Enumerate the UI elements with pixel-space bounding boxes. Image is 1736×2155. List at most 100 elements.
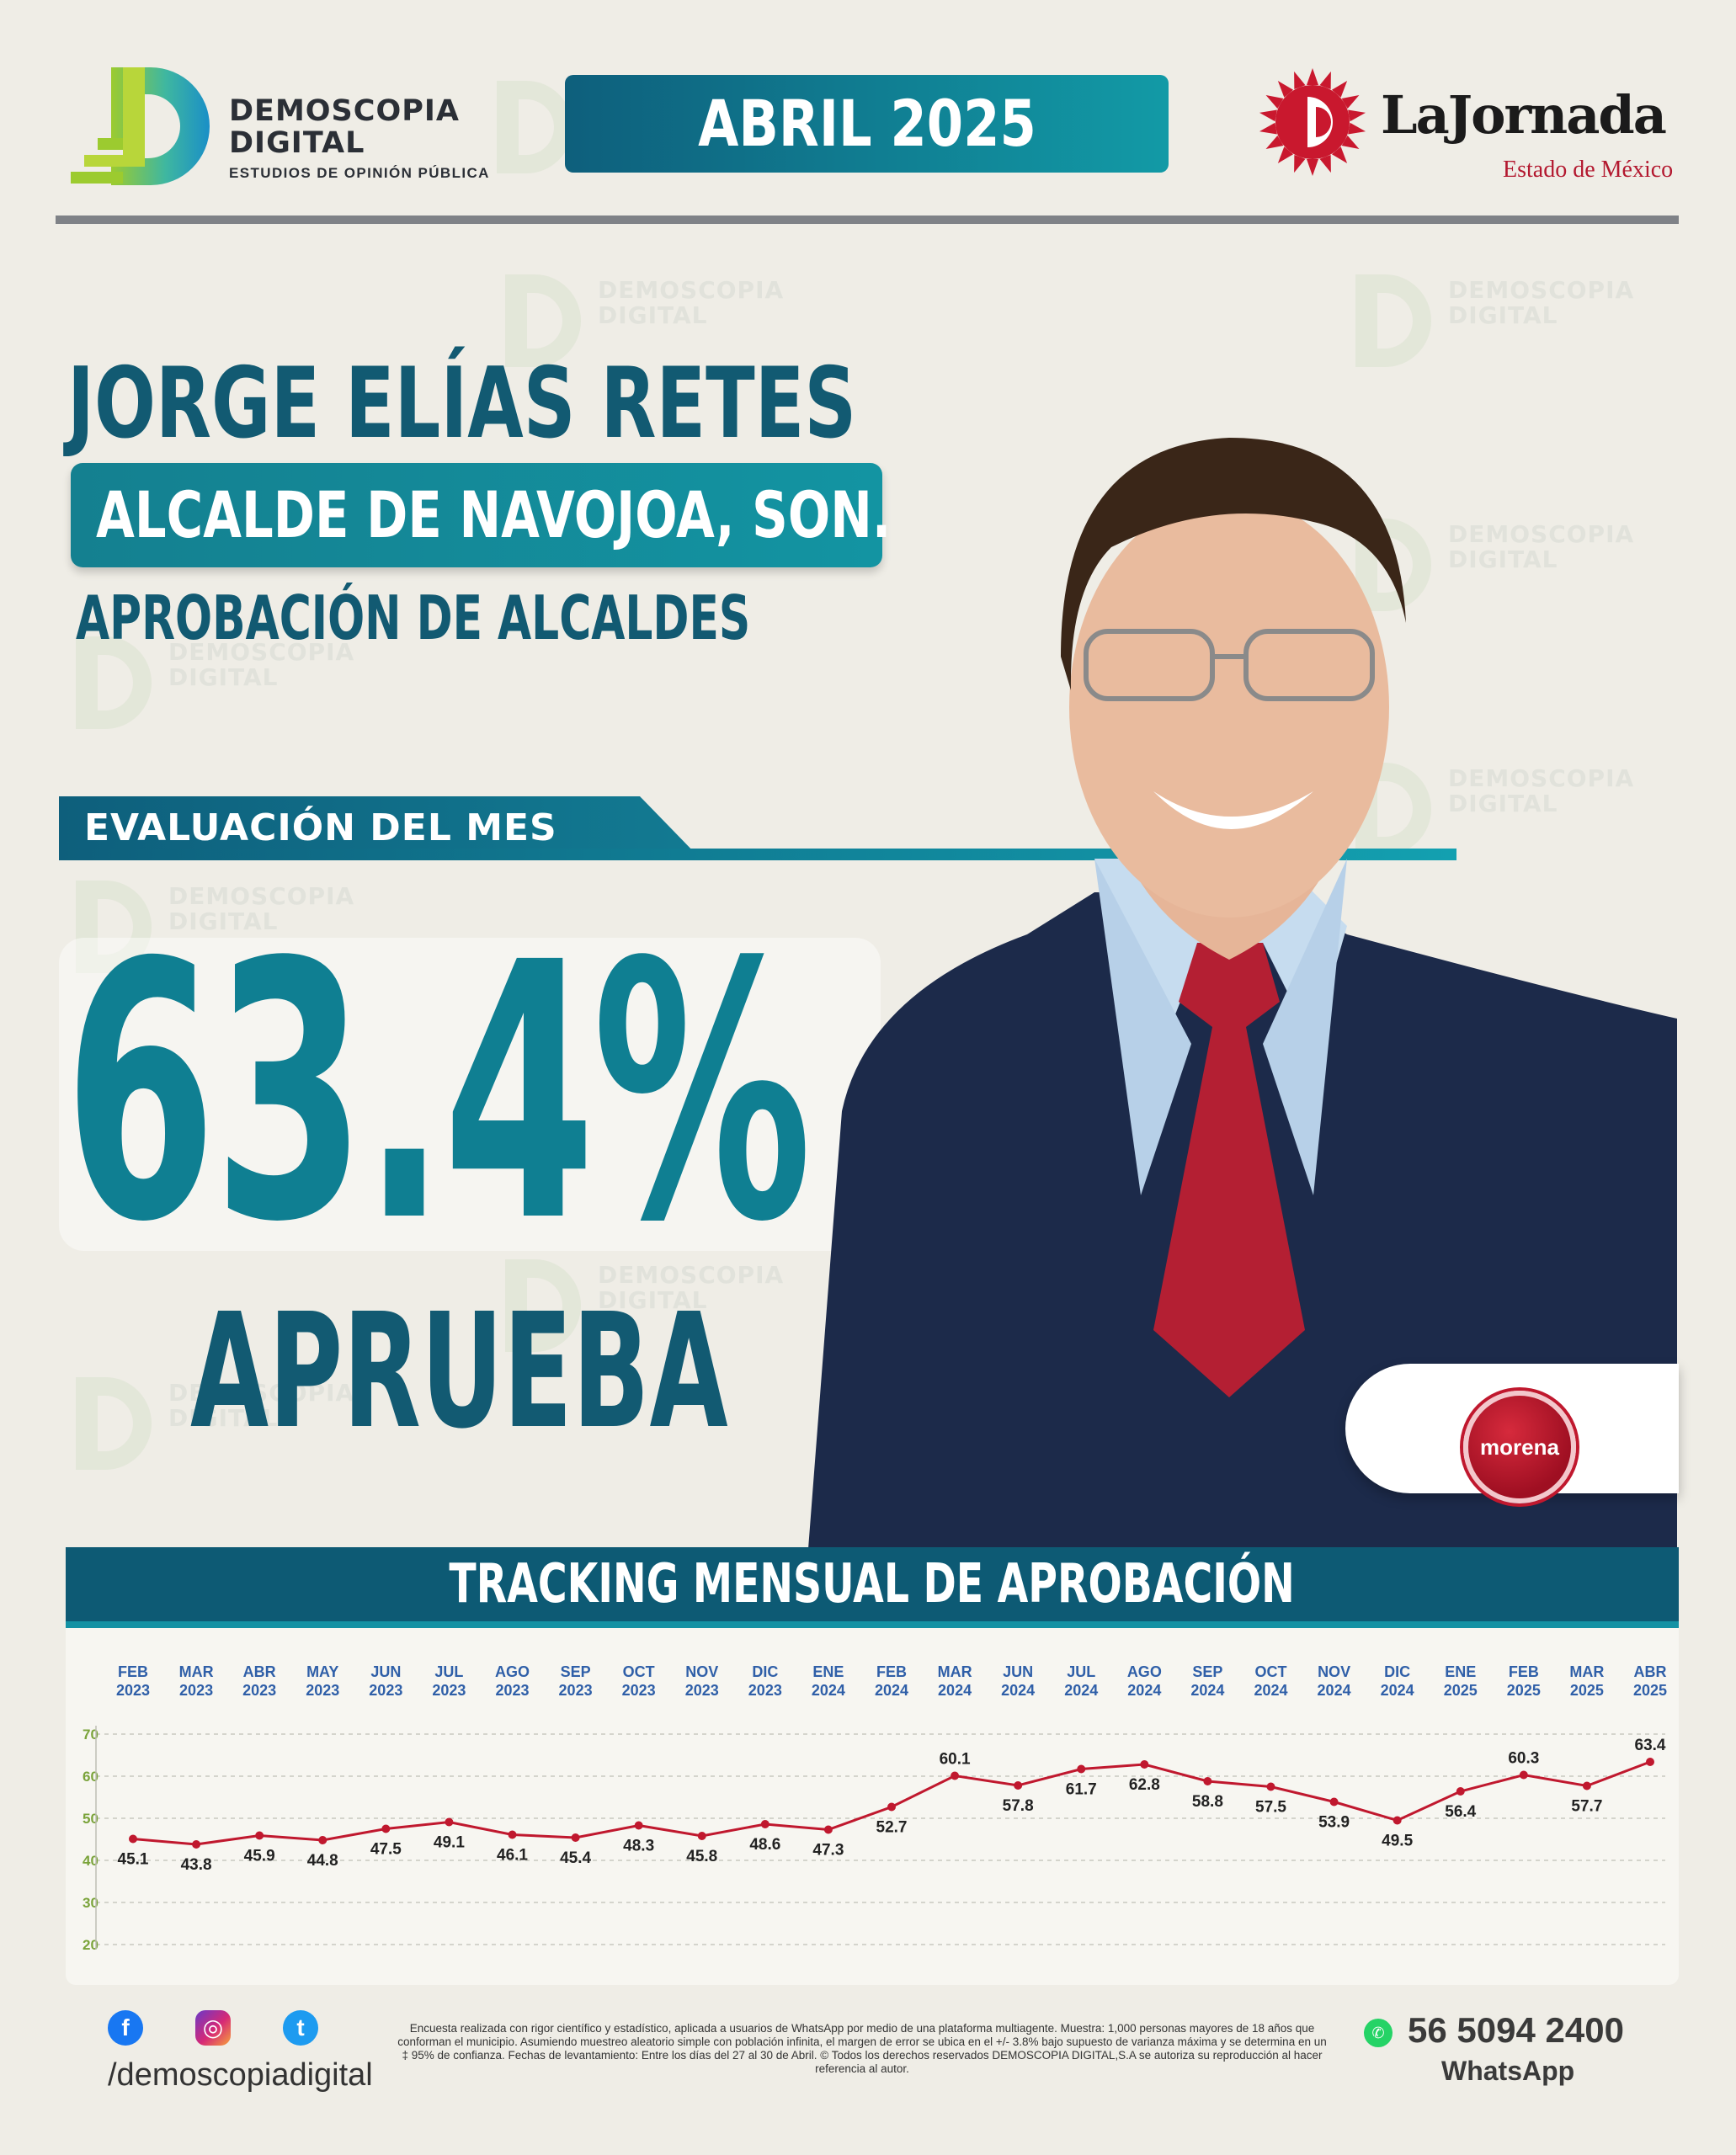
data-label: 49.5 — [1382, 1833, 1413, 1850]
eval-divider — [59, 849, 1456, 860]
data-point — [1582, 1781, 1591, 1791]
header-divider — [56, 216, 1679, 224]
y-tick-label: 40 — [83, 1853, 99, 1869]
data-label: 58.8 — [1192, 1793, 1223, 1811]
x-month-label: ABR — [1634, 1663, 1667, 1680]
data-point — [634, 1821, 643, 1830]
data-label: 46.1 — [497, 1847, 528, 1865]
data-point — [1519, 1770, 1528, 1780]
eval-tab-shape — [59, 796, 699, 857]
pollster-logo-icon — [71, 67, 210, 185]
whatsapp-icon[interactable]: ✆ — [1364, 2019, 1393, 2047]
data-point — [760, 1820, 769, 1828]
data-point — [508, 1830, 517, 1839]
x-month-label: MAR — [938, 1663, 972, 1680]
data-label: 47.5 — [370, 1841, 402, 1859]
eval-label: EVALUACIÓN DEL MES — [84, 806, 557, 849]
data-label: 56.4 — [1445, 1803, 1476, 1821]
data-label: 48.6 — [749, 1836, 780, 1854]
x-year-label: 2024 — [1254, 1682, 1287, 1699]
data-point — [887, 1802, 896, 1812]
x-month-label: DIC — [752, 1663, 778, 1680]
x-month-label: NOV — [1318, 1663, 1350, 1680]
y-tick-label: 70 — [83, 1727, 99, 1743]
x-month-label: MAR — [1569, 1663, 1604, 1680]
x-month-label: SEP — [561, 1663, 591, 1680]
data-label: 49.1 — [434, 1834, 465, 1852]
data-label: 60.1 — [940, 1751, 971, 1769]
data-label: 57.8 — [1003, 1797, 1034, 1815]
pollster-wordmark: DEMOSCOPIA DIGITAL ESTUDIOS DE OPINIÓN P… — [229, 94, 490, 181]
x-month-label: JUL — [1067, 1663, 1095, 1680]
x-month-label: DIC — [1384, 1663, 1410, 1680]
social-handle[interactable]: /demoscopiadigital — [108, 2057, 373, 2093]
x-year-label: 2023 — [432, 1682, 466, 1699]
data-label: 47.3 — [812, 1842, 844, 1860]
x-year-label: 2024 — [1190, 1682, 1224, 1699]
x-month-label: OCT — [623, 1663, 655, 1680]
data-label: 62.8 — [1129, 1776, 1160, 1794]
x-month-label: JUN — [1003, 1663, 1033, 1680]
y-tick-label: 20 — [83, 1937, 99, 1953]
data-label: 63.4 — [1635, 1737, 1666, 1754]
data-label: 43.8 — [181, 1856, 212, 1874]
data-label: 53.9 — [1318, 1814, 1350, 1832]
x-year-label: 2024 — [875, 1682, 908, 1699]
media-name: LaJornada — [1381, 84, 1667, 146]
data-label: 48.3 — [623, 1838, 654, 1855]
x-month-label: OCT — [1255, 1663, 1287, 1680]
x-year-label: 2024 — [1127, 1682, 1161, 1699]
data-point — [571, 1833, 580, 1842]
data-point — [192, 1840, 201, 1849]
data-point — [1329, 1797, 1339, 1806]
chart-title: TRACKING MENSUAL DE APROBACIÓN — [66, 1547, 1679, 1628]
data-label: 57.5 — [1255, 1799, 1286, 1817]
data-label: 44.8 — [307, 1852, 338, 1870]
approval-value: 63.4% — [64, 888, 812, 1300]
y-tick-label: 60 — [83, 1769, 99, 1785]
whatsapp-label: WhatsApp — [1441, 2056, 1575, 2086]
x-year-label: 2023 — [495, 1682, 529, 1699]
data-point — [951, 1771, 960, 1780]
x-month-label: ENE — [812, 1663, 844, 1680]
x-year-label: 2023 — [559, 1682, 593, 1699]
survey-subtitle: APROBACIÓN DE ALCALDES — [76, 583, 751, 653]
x-year-label: 2024 — [1064, 1682, 1098, 1699]
instagram-icon[interactable]: ◎ — [195, 2010, 231, 2046]
data-point — [1203, 1777, 1212, 1785]
x-year-label: 2023 — [179, 1682, 213, 1699]
data-point — [1393, 1816, 1402, 1825]
whatsapp-phone[interactable]: 56 5094 2400 — [1408, 2010, 1624, 2050]
data-point — [1077, 1764, 1086, 1774]
y-tick-label: 50 — [83, 1811, 99, 1827]
x-month-label: MAR — [179, 1663, 214, 1680]
data-point — [1014, 1781, 1023, 1790]
x-year-label: 2023 — [242, 1682, 276, 1699]
chart-card: 70 60 50 40 30 20 FEB 2023 MAR 2023 ABR 2023 MAY 2023… — [66, 1628, 1679, 1985]
x-month-label: ABR — [243, 1663, 276, 1680]
data-label: 45.9 — [244, 1848, 275, 1865]
party-logo: morena — [1463, 1391, 1576, 1503]
facebook-icon[interactable]: f — [108, 2010, 143, 2046]
x-month-label: FEB — [1509, 1663, 1539, 1680]
y-tick-label: 30 — [83, 1895, 99, 1911]
x-month-label: ENE — [1445, 1663, 1476, 1680]
data-label: 60.3 — [1508, 1750, 1539, 1768]
x-month-label: NOV — [685, 1663, 718, 1680]
x-year-label: 2023 — [369, 1682, 402, 1699]
data-point — [697, 1832, 706, 1840]
x-month-label: JUL — [434, 1663, 463, 1680]
media-region: Estado de México — [1503, 157, 1674, 183]
x-year-label: 2025 — [1633, 1682, 1667, 1699]
x-month-label: AGO — [495, 1663, 530, 1680]
data-point — [1646, 1758, 1654, 1766]
data-label: 52.7 — [876, 1819, 908, 1837]
methodology-disclaimer: Encuesta realizada con rigor científico … — [397, 2022, 1327, 2075]
approval-label: APRUEBA — [190, 1280, 728, 1464]
twitter-icon[interactable]: t — [283, 2010, 318, 2046]
x-year-label: 2025 — [1444, 1682, 1478, 1699]
x-month-label: AGO — [1127, 1663, 1162, 1680]
data-point — [381, 1824, 391, 1833]
x-month-label: MAY — [306, 1663, 338, 1680]
